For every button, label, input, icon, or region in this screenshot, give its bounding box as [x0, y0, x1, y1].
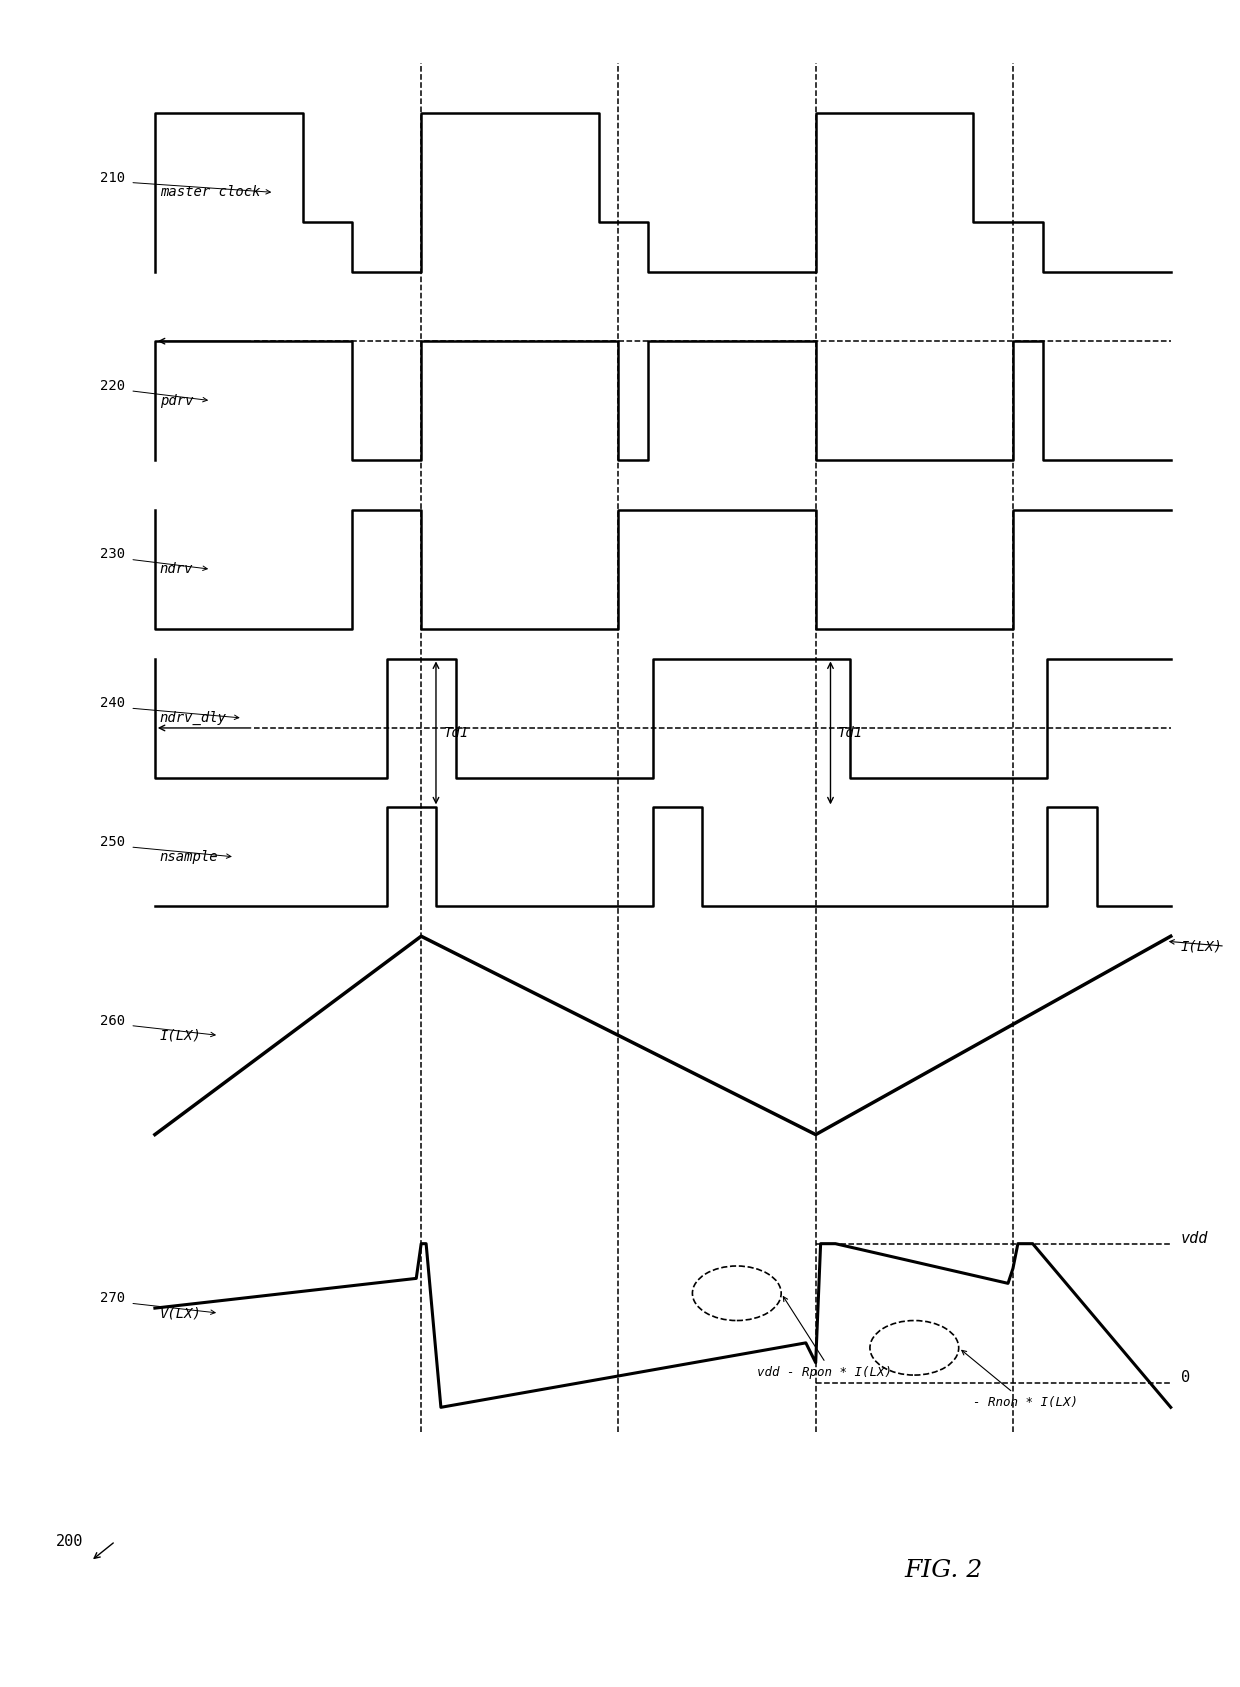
Text: pdrv: pdrv — [160, 393, 193, 408]
Text: 240: 240 — [100, 697, 125, 710]
Text: vdd - Rpon * I(LX): vdd - Rpon * I(LX) — [756, 1366, 892, 1378]
Text: 200: 200 — [56, 1533, 83, 1549]
Text: 230: 230 — [100, 547, 125, 562]
Text: 0: 0 — [1180, 1370, 1189, 1385]
Text: 260: 260 — [100, 1014, 125, 1027]
Text: 270: 270 — [100, 1291, 125, 1306]
Text: vdd: vdd — [1180, 1232, 1208, 1247]
Text: master clock: master clock — [160, 186, 260, 199]
Text: 220: 220 — [100, 380, 125, 393]
Text: ndrv_dly: ndrv_dly — [160, 710, 227, 725]
Text: Td1: Td1 — [838, 725, 863, 741]
Text: Td1: Td1 — [444, 725, 469, 741]
Text: nsample: nsample — [160, 850, 218, 864]
Text: I(LX): I(LX) — [160, 1029, 202, 1043]
Text: ndrv: ndrv — [160, 562, 193, 577]
Text: V(LX): V(LX) — [160, 1306, 202, 1321]
Text: I(LX): I(LX) — [1180, 940, 1223, 953]
Text: 250: 250 — [100, 835, 125, 849]
Text: - Rnon * I(LX): - Rnon * I(LX) — [973, 1395, 1079, 1409]
Text: 210: 210 — [100, 170, 125, 184]
Text: FIG. 2: FIG. 2 — [905, 1559, 983, 1582]
